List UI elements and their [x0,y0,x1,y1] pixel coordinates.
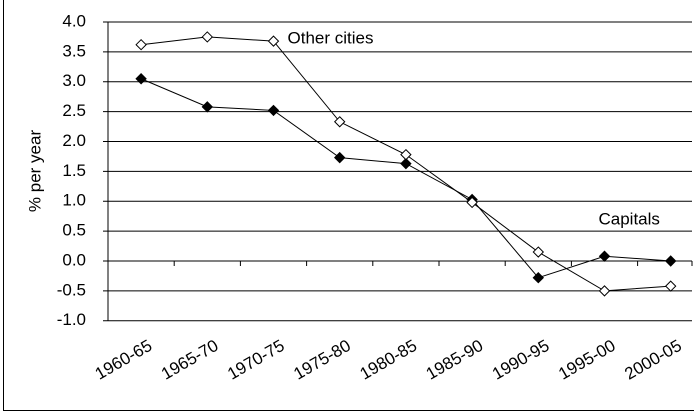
series-label: Capitals [599,209,660,228]
data-point [267,104,280,117]
data-point [532,246,545,258]
series-line [140,78,671,279]
x-tick-label: 1970-75 [224,336,288,384]
y-tick-label: 2.5 [62,101,86,120]
x-tick-label: 1990-95 [489,336,553,384]
y-tick-label: 4.0 [62,11,86,30]
data-point [333,151,346,164]
y-tick-label: 1.0 [62,191,86,210]
x-tick-label: 1975-80 [290,336,354,384]
data-point [664,255,677,267]
x-tick-label: 1960-65 [92,336,156,384]
data-point [135,73,147,85]
data-point [267,35,280,47]
x-tick-label: 1965-70 [158,336,222,384]
data-point [598,250,611,262]
x-tick-label: 2000-05 [621,336,685,384]
x-tick-label: 1985-90 [423,336,487,384]
x-tick-label: 1995-00 [555,336,619,384]
data-point [466,196,478,209]
y-axis-label: % per year [25,130,44,213]
data-point [201,101,214,113]
y-tick-label: 0.5 [62,221,86,240]
data-point [664,280,677,292]
series-label: Other cities [288,29,374,48]
data-point [400,148,412,161]
chart-frame [3,0,694,411]
data-point [598,285,611,297]
y-tick-label: 2.0 [62,131,86,150]
data-point [400,157,412,170]
data-point [135,38,147,51]
y-tick-label: 3.0 [62,71,86,90]
y-tick-label: 3.5 [62,41,86,60]
x-tick-label: 1980-85 [357,336,421,384]
data-point [333,116,346,128]
data-point [201,31,214,43]
data-point [532,272,545,284]
y-tick-label: -1.0 [57,310,86,329]
y-tick-label: 0.0 [62,250,86,269]
y-tick-label: -0.5 [57,280,86,299]
y-tick-label: 1.5 [62,161,86,180]
